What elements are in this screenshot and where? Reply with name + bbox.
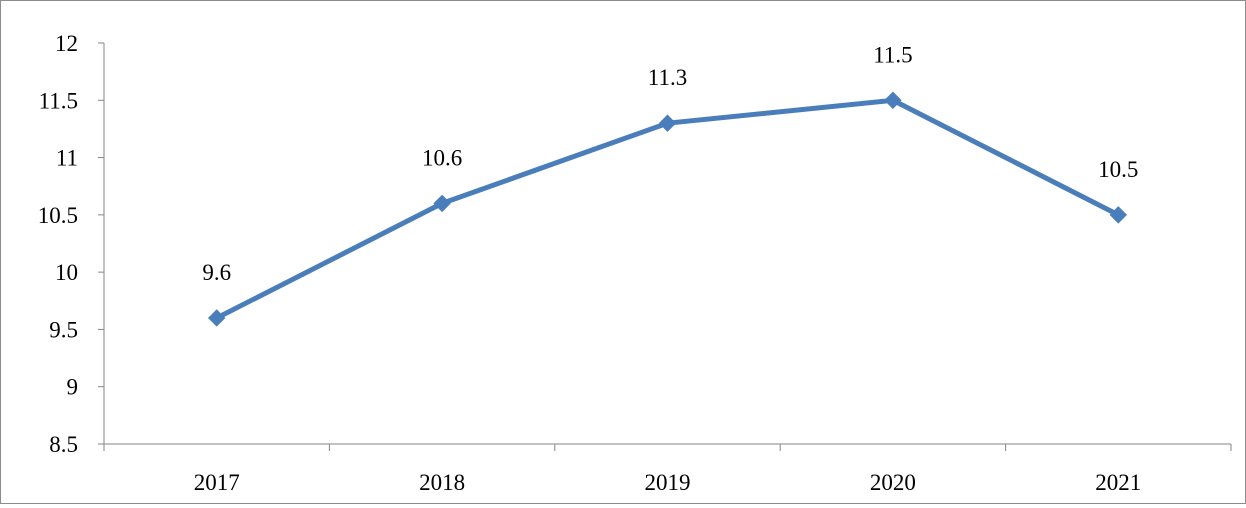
data-label: 10.5 (1098, 157, 1138, 182)
x-tick-label: 2017 (194, 470, 240, 495)
data-labels: 9.6 10.6 11.3 11.5 10.5 (202, 42, 1138, 285)
y-tick-label: 9 (67, 375, 79, 400)
axes (98, 42, 1232, 451)
data-point (207, 309, 226, 327)
data-label: 11.3 (648, 65, 687, 90)
data-label: 9.6 (202, 260, 231, 285)
x-tick-label: 2020 (870, 470, 916, 495)
x-tick-label: 2019 (645, 470, 691, 495)
y-tick-label: 9.5 (49, 317, 78, 342)
series-layer (207, 91, 1128, 327)
data-point (884, 91, 902, 109)
x-tick-label: 2021 (1095, 470, 1141, 495)
data-point (1109, 206, 1128, 224)
data-point (433, 194, 451, 213)
tick-labels: 8.5 9 9.5 10 10.5 11 11.5 12 2017 2018 2019 2020 202… (38, 31, 1142, 495)
y-tick-label: 11.5 (39, 88, 78, 113)
y-tick-label: 12 (55, 31, 78, 56)
data-label: 11.5 (873, 42, 912, 67)
y-tick-label: 11 (56, 146, 78, 171)
data-label: 10.6 (422, 145, 462, 170)
y-tick-label: 8.5 (49, 432, 78, 457)
x-tick-label: 2018 (419, 470, 465, 495)
series-line (214, 97, 1121, 321)
y-tick-label: 10 (55, 260, 78, 285)
data-point (658, 114, 677, 132)
y-tick-label: 10.5 (38, 203, 78, 228)
